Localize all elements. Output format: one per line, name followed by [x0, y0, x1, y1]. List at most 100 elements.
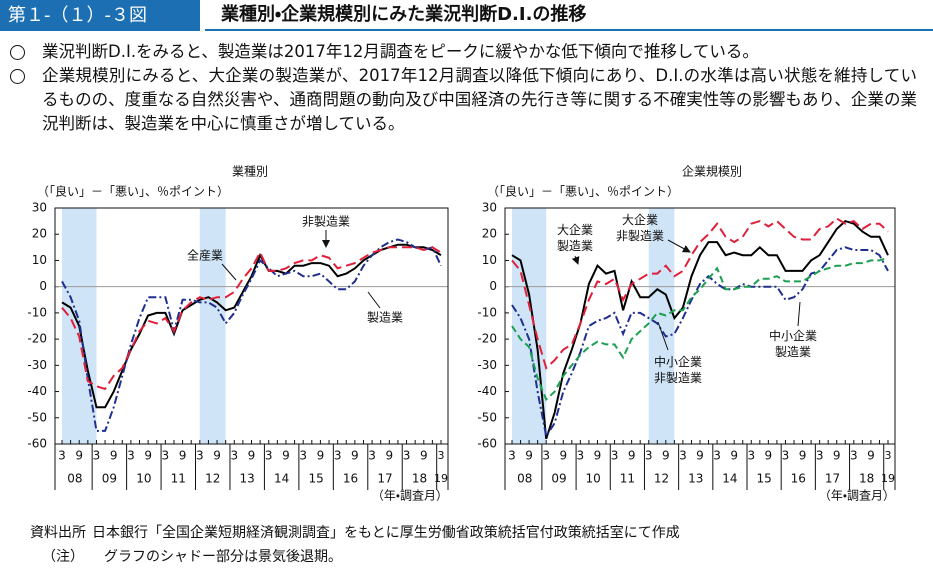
year-label: 17 [825, 472, 840, 486]
bullet-mark [10, 45, 25, 60]
x-tick-label: 9 [594, 449, 602, 463]
year-label: 13 [240, 472, 255, 486]
x-tick-label: 3 [93, 449, 101, 463]
year-label: 18 [412, 472, 427, 486]
x-tick-label: 9 [696, 449, 704, 463]
year-label: 12 [654, 472, 669, 486]
x-tick-label: 3 [403, 449, 411, 463]
x-tick-label: 3 [162, 449, 170, 463]
y-tick-label: 20 [32, 227, 47, 241]
y-tick-label: -50 [477, 410, 497, 424]
x-tick-label: 9 [282, 449, 290, 463]
series-line [61, 238, 442, 432]
x-tick-label: 9 [75, 449, 83, 463]
x-tick-label: 9 [799, 449, 807, 463]
x-tick-label: 9 [765, 449, 773, 463]
label-connector [221, 263, 237, 281]
year-label: 11 [620, 472, 635, 486]
series-label: 全産業 [187, 249, 223, 263]
y-axis-label: （「良い」－「悪い」、％ポイント） [487, 184, 679, 199]
x-tick-label: 3 [58, 449, 66, 463]
y-tick-label: -10 [477, 305, 497, 319]
x-tick-label: 9 [317, 449, 325, 463]
year-label: 14 [722, 472, 737, 486]
x-tick-label: 3 [196, 449, 204, 463]
x-tick-label: 3 [368, 449, 376, 463]
x-tick-label: 3 [885, 449, 892, 462]
year-label: 16 [343, 472, 358, 486]
x-tick-label: 9 [525, 449, 533, 463]
year-label: 15 [756, 472, 771, 486]
year-label: 17 [377, 472, 392, 486]
x-tick-label: 9 [110, 449, 118, 463]
series-line [511, 219, 889, 440]
y-tick-label: 0 [39, 279, 47, 293]
y-tick-label: -30 [477, 358, 497, 372]
x-tick-label: 3 [679, 449, 687, 463]
x-tick-label: 3 [850, 449, 858, 463]
figure-number: 第１-（１）-３図 [0, 0, 200, 31]
recession-shading [512, 208, 547, 444]
x-tick-label: 9 [662, 449, 670, 463]
note-text: 日本銀行「全国企業短期経済観測調査」をもとに厚生労働省政策統括官付政策統括室にて… [92, 525, 680, 541]
y-tick-label: 30 [32, 201, 47, 215]
x-tick-label: 9 [144, 449, 152, 463]
figure-title: 業種別・企業規模別にみた業況判断D.I.の推移 [205, 0, 933, 31]
year-label: 19 [434, 472, 448, 485]
year-label: 10 [136, 472, 151, 486]
x-tick-label: 3 [542, 449, 550, 463]
year-label: 15 [308, 472, 323, 486]
series-label: 大企業製造業 [557, 223, 593, 253]
x-tick-label: 9 [730, 449, 738, 463]
label-connector [571, 255, 580, 265]
recession-shading [199, 208, 226, 444]
series-label: 製造業 [367, 311, 403, 325]
y-tick-label: 30 [482, 201, 497, 215]
y-tick-label: 10 [32, 253, 47, 267]
y-tick-label: -40 [477, 384, 497, 398]
x-tick-label: 9 [248, 449, 256, 463]
recession-shading [648, 208, 675, 444]
x-tick-label: 9 [213, 449, 221, 463]
x-tick-label: 3 [782, 449, 790, 463]
y-tick-label: -20 [477, 332, 497, 346]
y-tick-label: 20 [482, 227, 497, 241]
series-line [61, 246, 442, 391]
series-line [511, 256, 889, 402]
chart-subtitle: 企業規模別 [682, 164, 742, 179]
footnote: （注） グラフのシャドー部分は景気後退期。 [42, 546, 342, 566]
bullet-mark [10, 69, 25, 84]
x-tick-label: 9 [385, 449, 393, 463]
x-tick-label: 9 [628, 449, 636, 463]
year-label: 08 [67, 472, 82, 486]
y-tick-label: 0 [489, 279, 497, 293]
y-tick-label: -30 [27, 358, 47, 372]
x-tick-label: 9 [420, 449, 428, 463]
year-label: 16 [791, 472, 806, 486]
x-tick-label: 3 [265, 449, 273, 463]
x-tick-label: 3 [713, 449, 721, 463]
series-line [511, 217, 889, 370]
x-tick-label: 3 [577, 449, 585, 463]
x-axis-label: （年・調査月） [372, 489, 448, 503]
series-label: 中小企業非製造業 [654, 354, 702, 385]
note-label: （注） [42, 549, 84, 565]
y-tick-label: -40 [27, 384, 47, 398]
label-connector [367, 291, 381, 309]
y-axis-label: （「良い」－「悪い」、％ポイント） [37, 184, 229, 199]
series-label: 中小企業製造業 [769, 328, 817, 359]
x-tick-label: 9 [833, 449, 841, 463]
year-label: 08 [517, 472, 532, 486]
x-tick-label: 3 [438, 449, 445, 462]
x-tick-label: 9 [179, 449, 187, 463]
x-tick-label: 3 [645, 449, 653, 463]
y-tick-label: -50 [27, 410, 47, 424]
y-tick-label: -60 [477, 437, 497, 451]
x-tick-label: 3 [611, 449, 619, 463]
bullet-text: 企業規模別にみると、大企業の製造業が、2017年12月調査以降低下傾向にあり、D… [42, 66, 917, 133]
year-label: 12 [205, 472, 220, 486]
year-label: 13 [688, 472, 703, 486]
note-text: グラフのシャドー部分は景気後退期。 [104, 549, 342, 565]
